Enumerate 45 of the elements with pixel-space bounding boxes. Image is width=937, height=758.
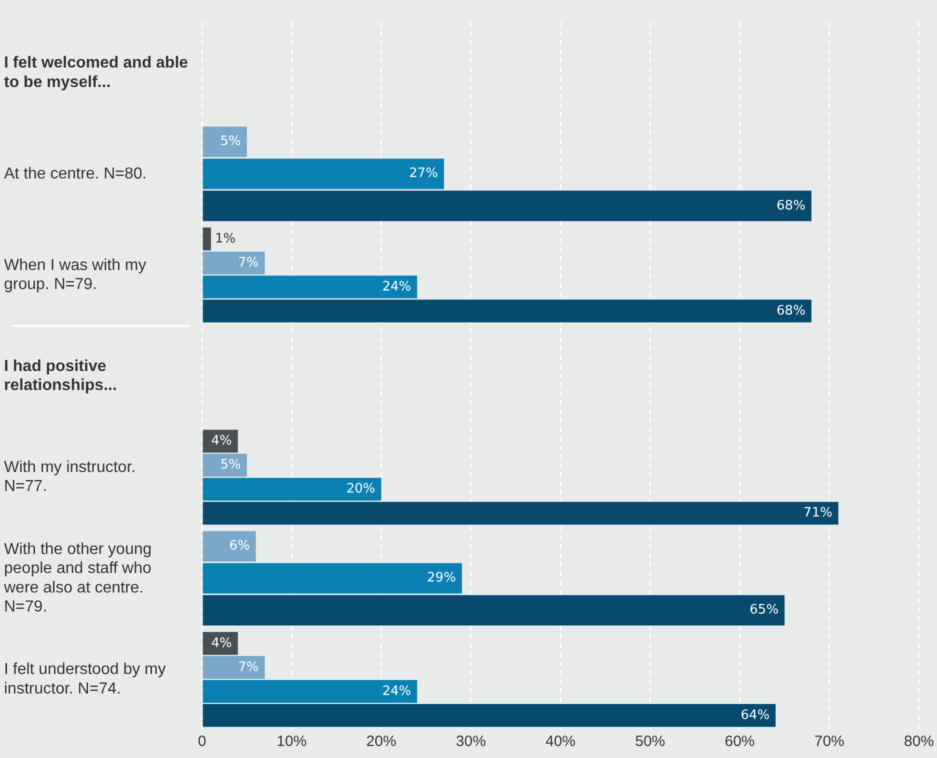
data-label: 71% xyxy=(803,506,832,521)
bar xyxy=(202,252,265,274)
bar xyxy=(202,632,238,655)
bar xyxy=(202,680,418,703)
bar xyxy=(202,276,418,298)
x-tick-label: 60% xyxy=(724,733,755,750)
x-tick-label: 30% xyxy=(456,733,486,750)
bar xyxy=(202,478,382,501)
bar xyxy=(202,704,776,727)
y-tick-label: At the centre. N=80. xyxy=(4,165,147,182)
data-label: 29% xyxy=(427,570,456,586)
x-tick-label: 40% xyxy=(546,733,576,750)
data-label: 20% xyxy=(346,482,376,497)
data-label: 68% xyxy=(776,303,806,318)
bar xyxy=(202,228,212,250)
x-tick-label: 70% xyxy=(814,733,844,750)
x-tick-label: 50% xyxy=(635,733,666,750)
y-tick-label: With my instructor. N=77. xyxy=(4,459,136,496)
bar xyxy=(202,300,812,322)
data-label: 27% xyxy=(409,166,438,182)
data-label: 1% xyxy=(215,231,236,246)
y-tick-label: With the other young people and staff who were also at centre. N=79. xyxy=(3,540,152,616)
data-label: 7% xyxy=(238,255,259,270)
data-label: 7% xyxy=(238,660,259,675)
data-label: 4% xyxy=(211,636,232,651)
x-tick-label: 20% xyxy=(366,733,396,750)
data-label: 68% xyxy=(776,198,806,214)
data-label: 64% xyxy=(740,708,770,723)
data-label: 5% xyxy=(220,134,241,150)
x-tick-label: 0 xyxy=(198,733,206,750)
data-label: 24% xyxy=(382,279,412,294)
data-label: 65% xyxy=(750,602,779,618)
data-label: 24% xyxy=(382,684,412,699)
data-label: 6% xyxy=(229,538,250,554)
y-tick-label: I felt understood by my instructor. N=74. xyxy=(4,661,166,698)
y-tick-label: I felt welcomed and able to be myself... xyxy=(4,54,188,91)
x-tick-label: 80% xyxy=(904,733,934,750)
data-label: 5% xyxy=(220,458,241,473)
bar xyxy=(202,502,838,525)
y-tick-label: When I was with my group. N=79. xyxy=(4,256,146,293)
data-label: 4% xyxy=(211,434,232,449)
bar xyxy=(202,454,247,477)
bar xyxy=(202,656,265,679)
x-tick-label: 10% xyxy=(276,733,307,750)
y-tick-label: I had positive relationships... xyxy=(4,358,117,394)
